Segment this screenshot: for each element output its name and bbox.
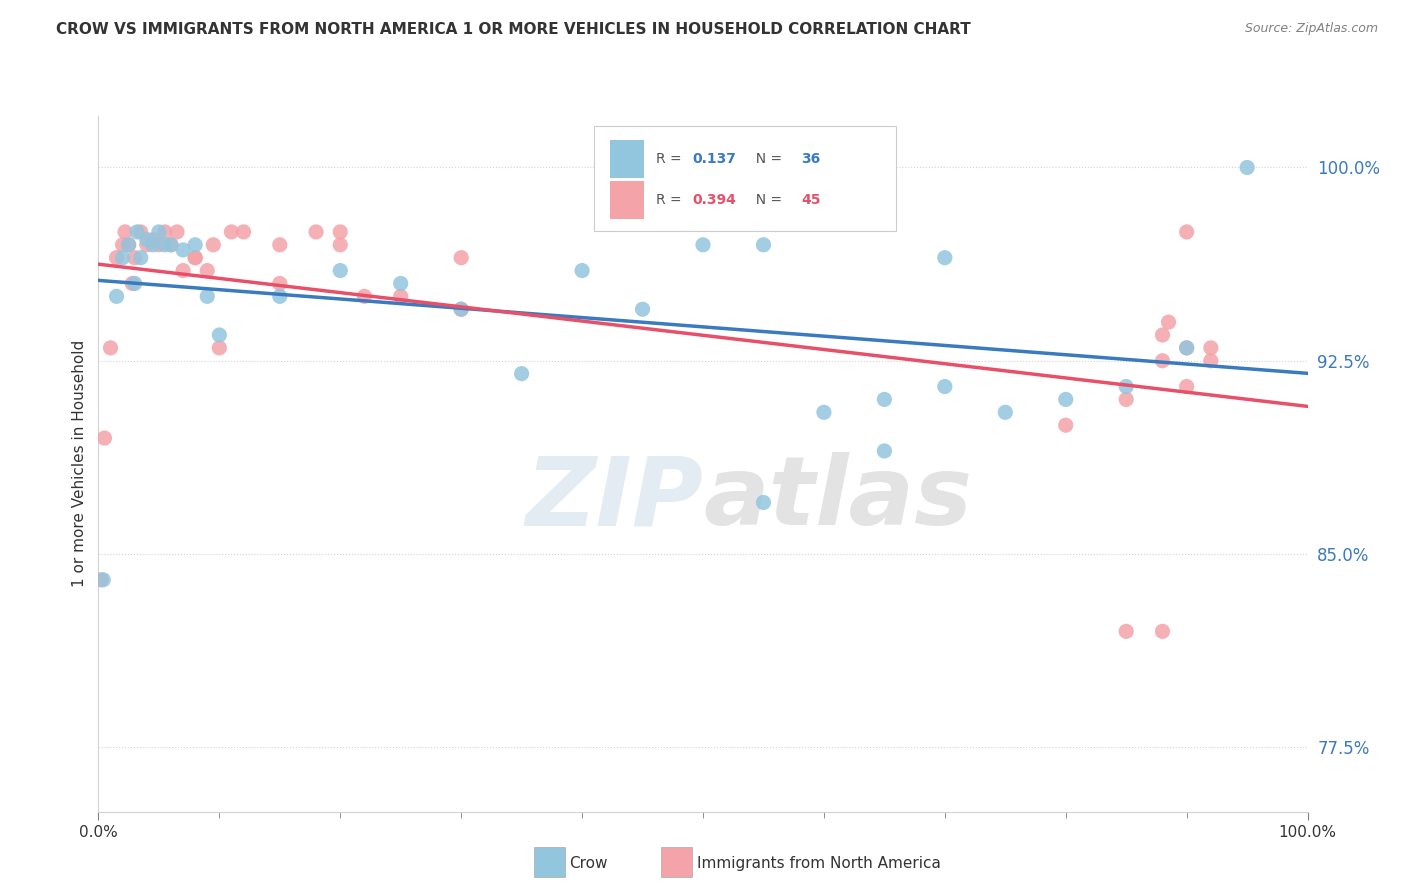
Point bbox=[148, 225, 170, 239]
Point bbox=[142, 233, 165, 247]
Point bbox=[129, 225, 152, 239]
FancyBboxPatch shape bbox=[610, 140, 644, 178]
Point bbox=[111, 237, 134, 252]
Point bbox=[934, 379, 956, 393]
Text: CROW VS IMMIGRANTS FROM NORTH AMERICA 1 OR MORE VEHICLES IN HOUSEHOLD CORRELATIO: CROW VS IMMIGRANTS FROM NORTH AMERICA 1 … bbox=[56, 22, 972, 37]
Text: N =: N = bbox=[747, 193, 786, 207]
Point bbox=[1152, 624, 1174, 639]
Point bbox=[121, 277, 143, 291]
Point bbox=[148, 237, 170, 252]
Point bbox=[1152, 353, 1174, 368]
Point bbox=[195, 289, 218, 303]
Point bbox=[142, 237, 165, 252]
Point bbox=[1157, 315, 1180, 329]
Text: Crow: Crow bbox=[569, 856, 607, 871]
Point bbox=[1199, 341, 1222, 355]
Point bbox=[269, 289, 291, 303]
Point bbox=[184, 251, 207, 265]
Point bbox=[450, 302, 472, 317]
Text: ZIP: ZIP bbox=[524, 452, 703, 545]
Point bbox=[269, 237, 291, 252]
Point bbox=[1115, 379, 1137, 393]
Text: R =: R = bbox=[655, 153, 686, 166]
Y-axis label: 1 or more Vehicles in Household: 1 or more Vehicles in Household bbox=[72, 340, 87, 588]
Text: 36: 36 bbox=[801, 153, 820, 166]
Point bbox=[329, 237, 352, 252]
Point bbox=[631, 302, 654, 317]
Point bbox=[1175, 225, 1198, 239]
Point bbox=[752, 237, 775, 252]
Point bbox=[232, 225, 254, 239]
Point bbox=[873, 392, 896, 407]
Point bbox=[202, 237, 225, 252]
Point bbox=[510, 367, 533, 381]
Point bbox=[114, 225, 136, 239]
Point bbox=[111, 251, 134, 265]
FancyBboxPatch shape bbox=[595, 127, 897, 231]
Point bbox=[127, 225, 149, 239]
Point bbox=[1115, 392, 1137, 407]
Point bbox=[1175, 379, 1198, 393]
Text: atlas: atlas bbox=[703, 452, 972, 545]
Point bbox=[172, 263, 194, 277]
Point bbox=[135, 233, 157, 247]
Point bbox=[184, 237, 207, 252]
Point bbox=[1175, 341, 1198, 355]
Point bbox=[135, 237, 157, 252]
Point bbox=[692, 237, 714, 252]
Point bbox=[118, 237, 141, 252]
Point bbox=[269, 277, 291, 291]
Point bbox=[329, 263, 352, 277]
Point bbox=[450, 302, 472, 317]
Point bbox=[124, 277, 146, 291]
Point bbox=[752, 495, 775, 509]
Point bbox=[1054, 418, 1077, 433]
Point bbox=[389, 289, 412, 303]
Point bbox=[994, 405, 1017, 419]
Point bbox=[105, 251, 128, 265]
Text: 45: 45 bbox=[801, 193, 821, 207]
Point bbox=[1115, 624, 1137, 639]
Point bbox=[934, 251, 956, 265]
Point bbox=[221, 225, 243, 239]
Text: R =: R = bbox=[655, 193, 686, 207]
Point bbox=[105, 289, 128, 303]
Point bbox=[1199, 353, 1222, 368]
Point bbox=[450, 251, 472, 265]
Point bbox=[1236, 161, 1258, 175]
Point bbox=[571, 263, 593, 277]
Point bbox=[129, 251, 152, 265]
Point bbox=[813, 405, 835, 419]
Point bbox=[208, 328, 231, 343]
Point bbox=[1152, 328, 1174, 343]
Point bbox=[208, 341, 231, 355]
Point bbox=[195, 263, 218, 277]
Point bbox=[389, 277, 412, 291]
Point bbox=[1054, 392, 1077, 407]
Point bbox=[166, 225, 188, 239]
Point bbox=[100, 341, 122, 355]
Point bbox=[305, 225, 328, 239]
Point bbox=[184, 251, 207, 265]
Point bbox=[90, 573, 112, 587]
FancyBboxPatch shape bbox=[610, 181, 644, 219]
Point bbox=[153, 237, 176, 252]
Text: 0.394: 0.394 bbox=[692, 193, 735, 207]
Point bbox=[91, 573, 114, 587]
Text: N =: N = bbox=[747, 153, 786, 166]
Point bbox=[93, 431, 115, 445]
Point bbox=[353, 289, 375, 303]
Point bbox=[153, 225, 176, 239]
Point bbox=[160, 237, 183, 252]
Text: Source: ZipAtlas.com: Source: ZipAtlas.com bbox=[1244, 22, 1378, 36]
Point bbox=[124, 251, 146, 265]
Text: 0.137: 0.137 bbox=[692, 153, 735, 166]
Point bbox=[172, 243, 194, 257]
Point bbox=[118, 237, 141, 252]
Point bbox=[873, 444, 896, 458]
Point bbox=[1175, 341, 1198, 355]
Point bbox=[160, 237, 183, 252]
Text: Immigrants from North America: Immigrants from North America bbox=[697, 856, 941, 871]
Point bbox=[329, 225, 352, 239]
